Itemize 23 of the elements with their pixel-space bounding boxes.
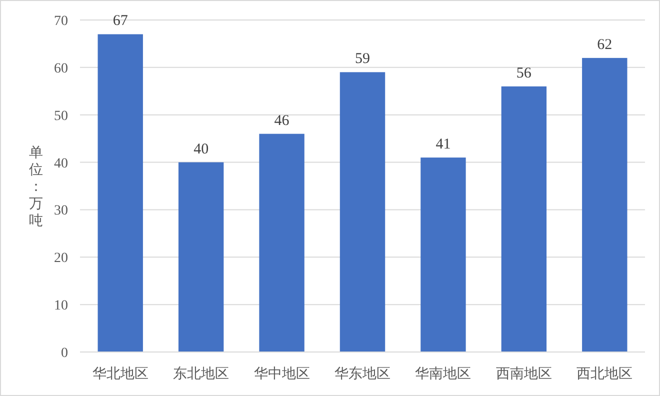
- y-tick-label: 20: [54, 251, 68, 266]
- x-tick-label: 华北地区: [92, 366, 148, 382]
- y-tick-label: 40: [54, 156, 68, 172]
- x-tick-label: 东北地区: [173, 366, 230, 382]
- data-label: 62: [597, 36, 612, 53]
- y-tick-label: 10: [54, 298, 68, 314]
- y-tick-label: 70: [54, 14, 68, 29]
- y-tick-label: 60: [54, 61, 68, 76]
- x-tick-label: 西南地区: [496, 366, 552, 382]
- data-label: 56: [516, 65, 532, 82]
- data-label: 41: [436, 136, 451, 153]
- x-tick-label: 华东地区: [334, 366, 390, 382]
- y-tick-label: 50: [54, 108, 68, 124]
- x-tick-label: 华中地区: [254, 366, 310, 382]
- y-tick-label: 0: [61, 346, 68, 361]
- x-tick-label: 华南地区: [415, 366, 472, 382]
- y-axis-title: 单位：万吨: [29, 145, 43, 229]
- data-label: 40: [194, 141, 209, 158]
- data-label: 46: [274, 112, 290, 129]
- data-label: 67: [112, 13, 128, 30]
- y-tick-label: 30: [54, 204, 68, 219]
- x-tick-label: 西北地区: [576, 366, 633, 382]
- data-label: 59: [355, 51, 370, 68]
